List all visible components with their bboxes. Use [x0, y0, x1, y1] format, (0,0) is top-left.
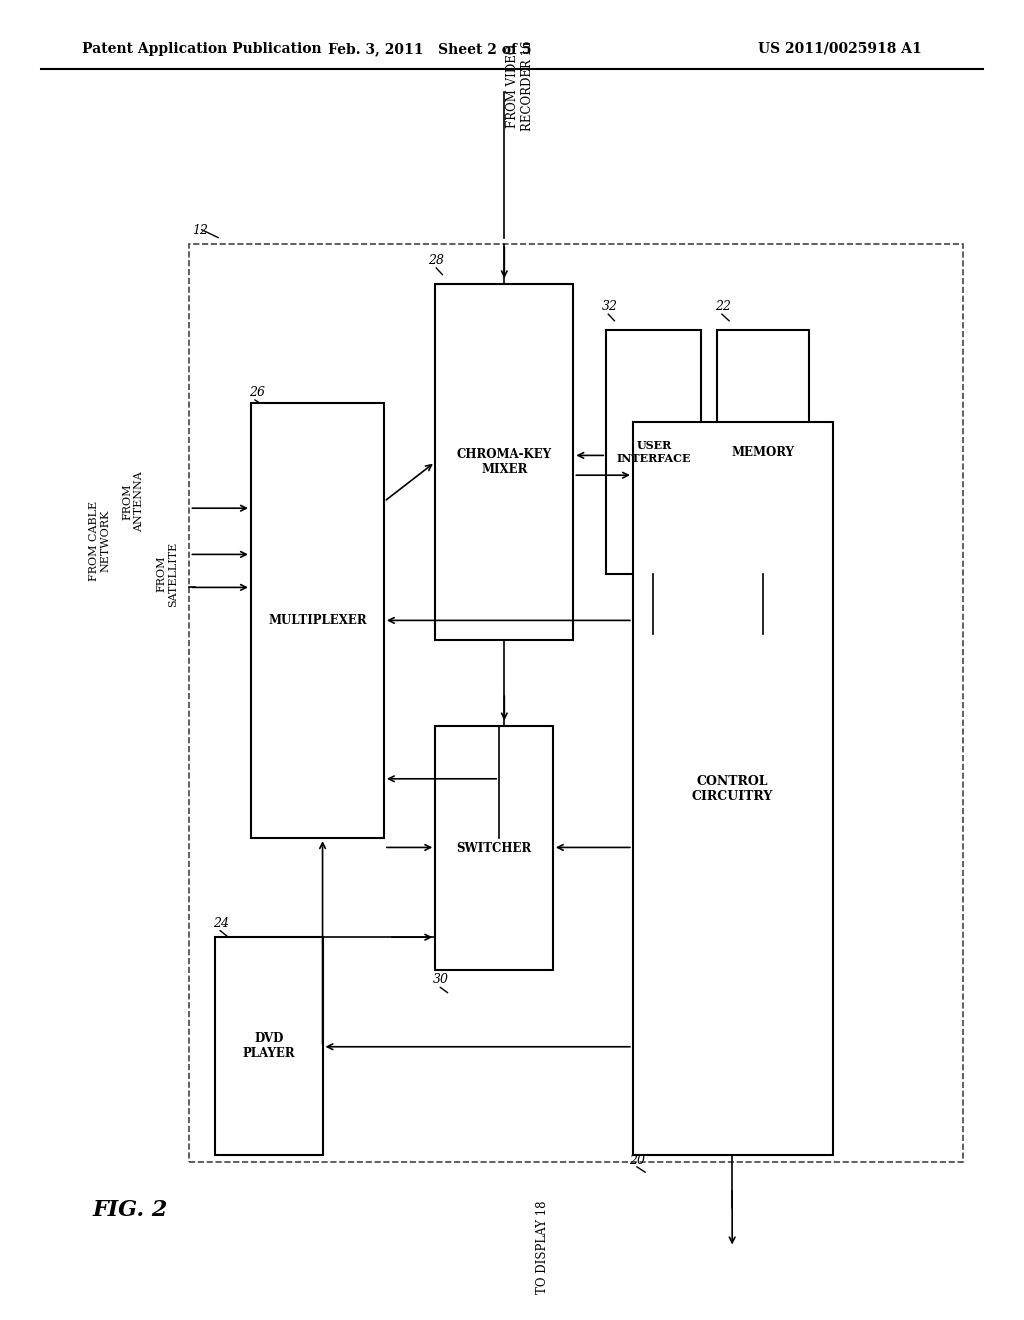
Text: 28: 28 — [428, 253, 444, 267]
Text: MEMORY: MEMORY — [731, 446, 795, 458]
FancyBboxPatch shape — [251, 403, 384, 838]
Text: RECORDER 16: RECORDER 16 — [521, 41, 534, 131]
Text: FROM
ANTENNA: FROM ANTENNA — [122, 471, 144, 532]
Text: FROM
SATELLITE: FROM SATELLITE — [156, 541, 178, 607]
Text: 22: 22 — [715, 300, 731, 313]
Text: MULTIPLEXER: MULTIPLEXER — [268, 614, 367, 627]
Text: SWITCHER: SWITCHER — [457, 842, 531, 854]
Text: Feb. 3, 2011   Sheet 2 of 5: Feb. 3, 2011 Sheet 2 of 5 — [329, 42, 531, 55]
Text: 20: 20 — [629, 1154, 645, 1167]
FancyBboxPatch shape — [435, 284, 573, 640]
FancyBboxPatch shape — [633, 422, 833, 1155]
FancyBboxPatch shape — [717, 330, 809, 574]
Text: 26: 26 — [249, 385, 265, 399]
Text: CHROMA-KEY
MIXER: CHROMA-KEY MIXER — [457, 447, 552, 477]
FancyBboxPatch shape — [606, 330, 701, 574]
Text: FROM CABLE
NETWORK: FROM CABLE NETWORK — [88, 502, 111, 581]
Text: CONTROL
CIRCUITRY: CONTROL CIRCUITRY — [692, 775, 773, 803]
Text: 12: 12 — [193, 223, 209, 236]
FancyBboxPatch shape — [215, 937, 323, 1155]
Text: FIG. 2: FIG. 2 — [92, 1200, 168, 1221]
Text: 32: 32 — [602, 300, 618, 313]
Text: TO DISPLAY 18: TO DISPLAY 18 — [537, 1201, 549, 1294]
Text: DVD
PLAYER: DVD PLAYER — [243, 1032, 295, 1060]
FancyBboxPatch shape — [435, 726, 553, 970]
Text: 24: 24 — [213, 916, 229, 929]
Text: FROM VIDEO: FROM VIDEO — [506, 44, 518, 128]
Text: USER
INTERFACE: USER INTERFACE — [616, 440, 691, 465]
Text: 30: 30 — [433, 973, 450, 986]
Text: Patent Application Publication: Patent Application Publication — [82, 42, 322, 55]
Text: US 2011/0025918 A1: US 2011/0025918 A1 — [758, 42, 922, 55]
